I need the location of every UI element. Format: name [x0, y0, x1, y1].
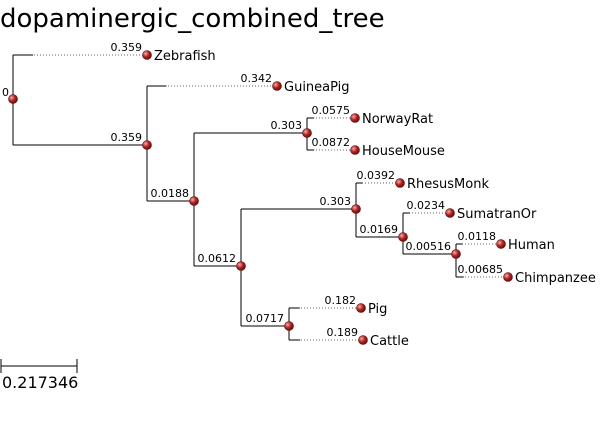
internal-node-root[interactable] — [8, 94, 18, 104]
internal-node-n8[interactable] — [284, 321, 294, 331]
branch-length-guineapig: 0.342 — [241, 72, 273, 85]
internal-node-n6[interactable] — [398, 232, 408, 242]
leaf-label-housemouse: HouseMouse — [362, 144, 445, 159]
leaf-label-sumatranor: SumatranOr — [457, 207, 537, 222]
root-label: 0 — [2, 86, 9, 99]
leaf-node-sumatranor[interactable] — [445, 208, 455, 218]
leaf-node-cattle[interactable] — [358, 335, 368, 345]
leaf-node-norwayrat[interactable] — [350, 113, 360, 123]
branch-length-zebrafish: 0.359 — [111, 41, 143, 54]
internal-node-n4[interactable] — [236, 261, 246, 271]
leaf-label-chimpanzee: Chimpanzee — [515, 271, 596, 286]
leaf-node-rhesusmonk[interactable] — [395, 178, 405, 188]
branch-length-housemouse: 0.0872 — [312, 136, 351, 149]
leaf-label-pig: Pig — [368, 302, 387, 317]
internal-node-n1[interactable] — [142, 140, 152, 150]
leaf-node-housemouse[interactable] — [350, 145, 360, 155]
leaf-label-cattle: Cattle — [370, 334, 409, 349]
leaf-node-guineapig[interactable] — [272, 81, 282, 91]
scale-bar — [0, 359, 78, 373]
branch-length-cattle: 0.189 — [327, 326, 359, 339]
leaf-label-rhesusmonk: RhesusMonk — [407, 177, 489, 192]
leaf-label-zebrafish: Zebrafish — [154, 49, 216, 64]
branch-length-n4: 0.0612 — [198, 252, 237, 265]
leaf-node-pig[interactable] — [356, 303, 366, 313]
leaf-node-human[interactable] — [496, 239, 506, 249]
leaf-label-guineapig: GuineaPig — [284, 80, 350, 95]
scale-bar-label: 0.217346 — [2, 373, 79, 392]
leaf-label-human: Human — [508, 238, 555, 253]
branch-length-n7: 0.00516 — [406, 240, 452, 253]
tree-labels: 0.359 Zebrafish 0.359 0.342 GuineaPig 0.0188 0… — [2, 41, 596, 349]
leaf-node-zebrafish[interactable] — [142, 50, 152, 60]
branch-length-n6: 0.0169 — [360, 223, 399, 236]
internal-node-n5[interactable] — [351, 204, 361, 214]
internal-node-n7[interactable] — [451, 249, 461, 259]
leaf-label-norwayrat: NorwayRat — [362, 112, 433, 127]
branch-length-n3: 0.303 — [271, 119, 303, 132]
tree-edges — [12, 54, 508, 341]
branch-length-norwayrat: 0.0575 — [312, 104, 351, 117]
branch-length-n8: 0.0717 — [246, 312, 285, 325]
branch-length-rhesusmonk: 0.0392 — [357, 169, 396, 182]
branch-length-pig: 0.182 — [325, 294, 357, 307]
leaf-node-chimpanzee[interactable] — [503, 272, 513, 282]
internal-node-n3[interactable] — [302, 128, 312, 138]
branch-length-human: 0.0118 — [458, 230, 497, 243]
tree-nodes — [8, 50, 513, 345]
internal-node-n2[interactable] — [189, 196, 199, 206]
branch-length-sumatranor: 0.0234 — [407, 199, 446, 212]
branch-length-n5: 0.303 — [320, 195, 352, 208]
tree-title: dopaminergic_combined_tree — [0, 4, 385, 34]
branch-length-n1: 0.359 — [111, 131, 143, 144]
branch-length-n2: 0.0188 — [151, 187, 190, 200]
branch-length-chimpanzee: 0.00685 — [458, 263, 504, 276]
